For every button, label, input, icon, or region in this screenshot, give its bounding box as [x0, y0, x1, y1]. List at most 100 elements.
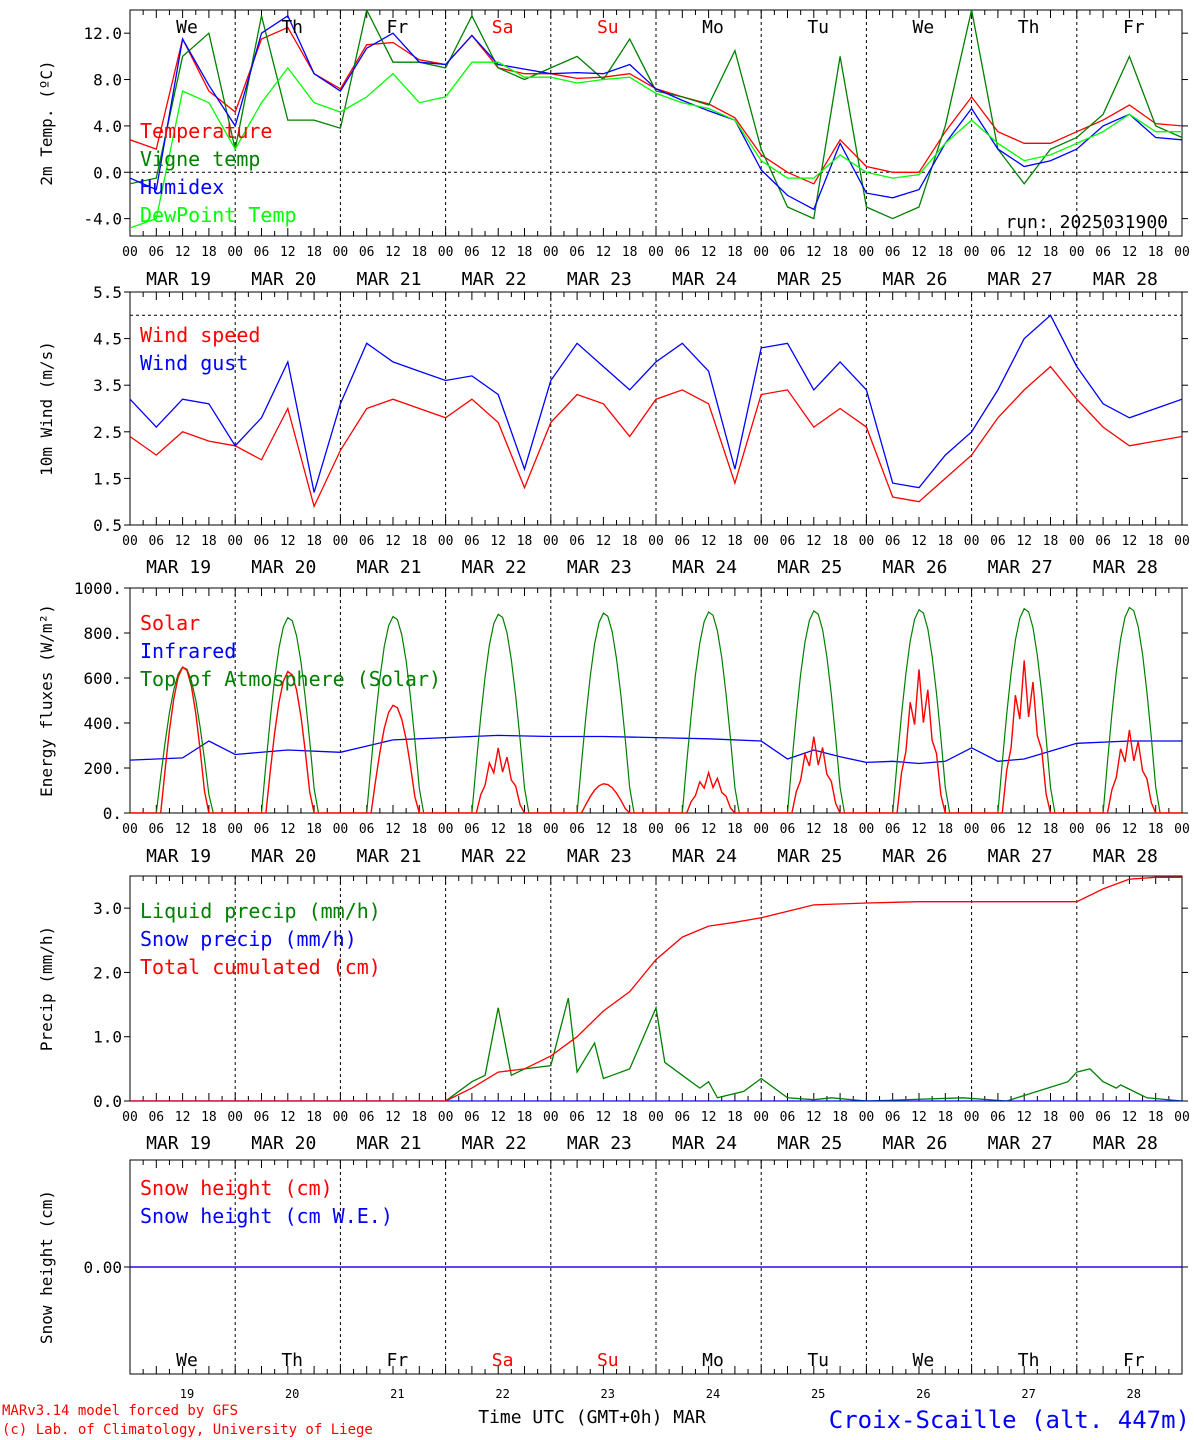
date-label: MAR 20	[251, 269, 316, 290]
hour-tick-label: 00	[227, 534, 243, 549]
hour-tick-label: 18	[306, 534, 322, 549]
date-label: MAR 22	[462, 269, 527, 290]
y-tick-label: 4.5	[93, 330, 122, 349]
hour-tick-label: 06	[464, 822, 480, 837]
panel-5: 0.00 Snow height (cm) Snow height (cm) Snow…	[37, 1159, 1188, 1375]
hour-tick-label: 18	[517, 245, 533, 260]
hour-tick-label: 18	[832, 245, 848, 260]
hour-tick-label: 18	[201, 1110, 217, 1125]
hour-tick-label: 12	[385, 245, 401, 260]
date-label: MAR 28	[1093, 1133, 1158, 1154]
hour-tick-label: 12	[280, 1110, 296, 1125]
weekday-label: Fr	[1123, 17, 1145, 38]
hour-tick-label: 12	[701, 822, 717, 837]
hour-tick-label: 06	[464, 534, 480, 549]
hour-tick-label: 18	[727, 1110, 743, 1125]
hour-tick-label: 06	[674, 1110, 690, 1125]
date-label: MAR 25	[777, 269, 842, 290]
legend-entry: Liquid precip (mm/h)	[140, 899, 381, 923]
date-label: MAR 21	[356, 269, 421, 290]
hour-tick-label: 18	[937, 245, 953, 260]
weekday-label: Fr	[387, 1350, 409, 1371]
y-tick-label: 8.0	[93, 71, 122, 90]
series-line	[130, 876, 1182, 1101]
plot-frame	[129, 587, 1183, 814]
weekday-label: Sa	[492, 1350, 514, 1371]
hour-tick-label: 12	[911, 534, 927, 549]
hour-tick-label: 00	[122, 245, 138, 260]
series-line	[130, 61, 1182, 229]
weekday-label: We	[913, 1350, 935, 1371]
hour-tick-label: 00	[122, 534, 138, 549]
day-number: 27	[1021, 1387, 1035, 1401]
y-axis-label: 10m Wind (m/s)	[37, 341, 56, 476]
y-axis-label: Precip (mm/h)	[37, 926, 56, 1051]
hour-tick-label: 06	[885, 822, 901, 837]
date-label: MAR 22	[462, 557, 527, 578]
hour-tick-label: 18	[622, 1110, 638, 1125]
hour-tick-label: 00	[543, 245, 559, 260]
hour-tick-label: 18	[411, 822, 427, 837]
run-annotation: run: 2025031900	[1005, 212, 1168, 233]
hour-tick-label: 06	[569, 822, 585, 837]
date-label: MAR 21	[356, 557, 421, 578]
hour-tick-label: 12	[596, 245, 612, 260]
y-tick-label: 2.5	[93, 423, 122, 442]
date-label: MAR 27	[988, 269, 1053, 290]
panel-3: 1000. 800. 600. 400. 200. 0. Energy fluxes (W/…	[37, 579, 1190, 867]
date-label: MAR 22	[462, 1133, 527, 1154]
date-label: MAR 19	[146, 846, 211, 867]
y-tick-label: 1.0	[93, 1028, 122, 1047]
y-tick-label: 2.0	[93, 963, 122, 982]
y-tick-label: 1000.	[74, 579, 122, 598]
hour-tick-label: 18	[1043, 822, 1059, 837]
hour-tick-label: 00	[438, 245, 454, 260]
weekday-label: Su	[597, 1350, 619, 1371]
hour-tick-label: 18	[937, 1110, 953, 1125]
weekday-label: Th	[281, 1350, 303, 1371]
date-label: MAR 21	[356, 846, 421, 867]
hour-tick-label: 12	[175, 1110, 191, 1125]
hour-tick-label: 18	[1043, 534, 1059, 549]
hour-tick-label: 00	[859, 822, 875, 837]
hour-tick-label: 12	[1122, 245, 1138, 260]
y-tick-label: 3.5	[93, 376, 122, 395]
hour-tick-label: 18	[937, 822, 953, 837]
hour-tick-label: 12	[911, 245, 927, 260]
weekday-label: Th	[1018, 1350, 1040, 1371]
hour-tick-label: 12	[1122, 1110, 1138, 1125]
hour-tick-label: 00	[227, 245, 243, 260]
legend-entry: Infrared	[140, 639, 236, 663]
hour-tick-label: 00	[859, 245, 875, 260]
hour-tick-label: 06	[780, 822, 796, 837]
weekday-label: We	[176, 17, 198, 38]
legend-entry: Wind gust	[140, 351, 248, 375]
day-number: 23	[601, 1387, 615, 1401]
hour-tick-label: 12	[385, 1110, 401, 1125]
hour-tick-label: 18	[1148, 245, 1164, 260]
legend-entry: DewPoint Temp	[140, 203, 297, 227]
legend-entry: Total cumulated (cm)	[140, 955, 381, 979]
hour-tick-label: 00	[648, 245, 664, 260]
hour-tick-label: 12	[596, 1110, 612, 1125]
hour-tick-label: 18	[727, 245, 743, 260]
date-label: MAR 24	[672, 557, 737, 578]
hour-tick-label: 18	[1148, 822, 1164, 837]
hour-tick-label: 00	[648, 1110, 664, 1125]
hour-tick-label: 00	[227, 822, 243, 837]
hour-tick-label: 00	[122, 822, 138, 837]
hour-tick-label: 00	[333, 534, 349, 549]
toa-solar-line	[130, 606, 1182, 813]
hour-tick-label: 06	[148, 245, 164, 260]
hour-tick-label: 12	[1016, 534, 1032, 549]
hour-tick-label: 00	[648, 822, 664, 837]
solar-line	[130, 660, 1182, 813]
hour-tick-label: 12	[911, 1110, 927, 1125]
legend-entry: Solar	[140, 611, 200, 635]
x-axis-label: Time UTC (GMT+0h) MAR	[478, 1407, 706, 1428]
date-label: MAR 23	[567, 846, 632, 867]
legend-entry: Wind speed	[140, 323, 260, 347]
y-tick-label: 600.	[83, 669, 122, 688]
y-tick-label: 3.0	[93, 899, 122, 918]
hour-tick-label: 12	[280, 534, 296, 549]
